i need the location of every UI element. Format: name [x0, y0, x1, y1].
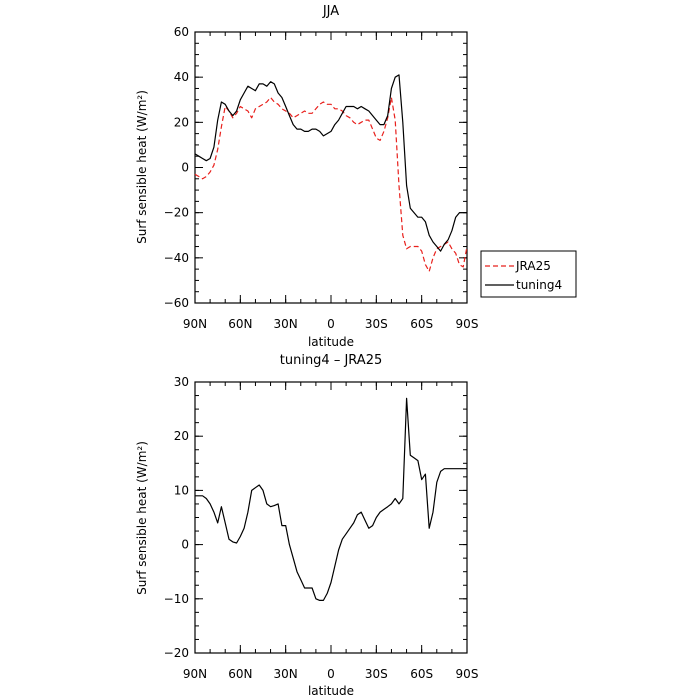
- y-tick-label: 0: [181, 538, 189, 552]
- x-tick-label: 30N: [274, 667, 298, 681]
- x-tick-label: 30S: [365, 667, 388, 681]
- x-tick-label: 90N: [183, 667, 207, 681]
- x-tick-label: 60S: [410, 667, 433, 681]
- y-tick-label: −10: [164, 592, 189, 606]
- plot-frame: [194, 31, 468, 304]
- plot-frame: [194, 381, 468, 654]
- x-tick-label: 0: [327, 667, 335, 681]
- y-tick-label: 40: [174, 70, 189, 84]
- series-line-tuning4: [194, 74, 467, 252]
- legend-box: [480, 250, 577, 298]
- bottom-panel-xlabel: latitude: [308, 684, 354, 698]
- y-tick-label: 20: [174, 429, 189, 443]
- y-tick-label: −60: [164, 296, 189, 310]
- top-panel-ylabel: Surf sensible heat (W/m²): [135, 90, 149, 244]
- legend-label-jra25: JRA25: [515, 259, 551, 273]
- legend: JRA25 tuning4: [480, 250, 577, 298]
- x-tick-label: 30N: [274, 317, 298, 331]
- x-tick-label: 60S: [410, 317, 433, 331]
- y-tick-label: 0: [181, 161, 189, 175]
- y-tick-label: −20: [164, 646, 189, 660]
- y-tick-label: 30: [174, 375, 189, 389]
- top-panel-title: JJA: [322, 4, 339, 19]
- series-line-jra25: [194, 96, 468, 272]
- legend-label-tuning4: tuning4: [516, 278, 562, 292]
- x-tick-label: 90S: [456, 317, 479, 331]
- y-tick-label: 10: [174, 483, 189, 497]
- x-tick-label: 0: [327, 317, 335, 331]
- bottom-panel-ylabel: Surf sensible heat (W/m²): [135, 441, 149, 595]
- bottom-panel: tuning4 – JRA25 latitude Surf sensible h…: [135, 353, 478, 698]
- y-tick-label: −40: [164, 251, 189, 265]
- bottom-panel-title: tuning4 – JRA25: [280, 353, 383, 368]
- y-tick-label: −20: [164, 206, 189, 220]
- x-tick-label: 90N: [183, 317, 207, 331]
- x-tick-label: 90S: [456, 667, 479, 681]
- series-line-difference: [195, 397, 467, 602]
- top-panel-xlabel: latitude: [308, 335, 354, 349]
- x-tick-label: 60N: [228, 317, 252, 331]
- x-tick-label: 60N: [228, 667, 252, 681]
- top-panel: JJA latitude Surf sensible heat (W/m²) −…: [135, 4, 478, 349]
- x-tick-label: 30S: [365, 317, 388, 331]
- y-tick-label: 60: [174, 25, 189, 39]
- y-tick-label: 20: [174, 115, 189, 129]
